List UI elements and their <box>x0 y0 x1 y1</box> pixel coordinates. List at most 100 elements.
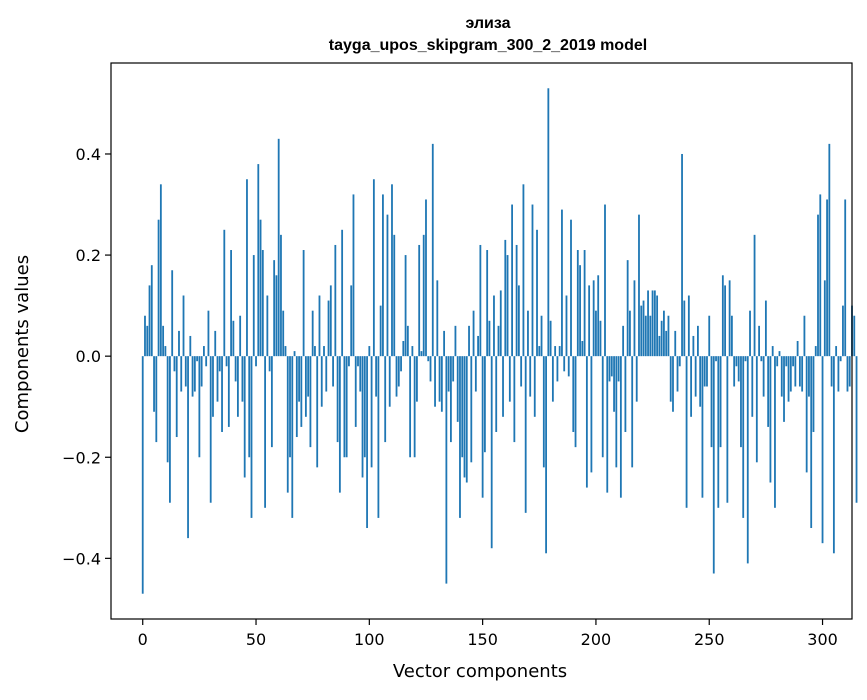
bar-47 <box>248 356 251 458</box>
bar-310 <box>844 199 847 357</box>
bar-163 <box>511 204 513 357</box>
bar-135 <box>447 356 450 392</box>
bar-259 <box>728 280 731 357</box>
y-axis-ticks: −0.4 −0.2 0.0 0.2 0.4 <box>62 145 111 568</box>
bar-236 <box>676 356 679 392</box>
bar-307 <box>837 356 840 392</box>
bar-63 <box>284 346 287 357</box>
bar-311 <box>846 356 849 392</box>
x-tick-label-0: 0 <box>138 630 148 649</box>
bar-15 <box>175 356 178 438</box>
bar-159 <box>502 356 504 417</box>
bar-49 <box>252 255 255 357</box>
bar-55 <box>266 295 269 357</box>
bar-146 <box>472 310 475 357</box>
bar-8 <box>159 184 162 357</box>
bar-114 <box>400 356 402 372</box>
bar-136 <box>450 356 452 443</box>
bar-266 <box>744 356 747 362</box>
bar-231 <box>665 330 668 357</box>
bar-269 <box>751 356 754 417</box>
bar-271 <box>755 356 758 463</box>
bar-224 <box>649 315 652 357</box>
x-tick-label-100: 100 <box>354 630 385 649</box>
bar-88 <box>341 229 344 357</box>
bar-200 <box>595 310 597 357</box>
bar-115 <box>402 341 405 357</box>
bar-61 <box>280 234 282 357</box>
bar-258 <box>726 356 729 503</box>
bar-2 <box>146 325 149 357</box>
bar-68 <box>295 356 298 438</box>
bar-157 <box>497 325 500 357</box>
bars-group <box>141 88 858 594</box>
bar-198 <box>590 356 593 473</box>
bar-276 <box>767 356 770 427</box>
bar-46 <box>246 179 248 357</box>
y-tick-label-0: −0.4 <box>62 549 101 568</box>
bar-127 <box>429 356 432 382</box>
x-axis-label: Vector components <box>393 661 567 682</box>
bar-204 <box>604 204 606 357</box>
bar-278 <box>771 346 774 357</box>
bar-295 <box>810 356 813 529</box>
bar-179 <box>547 88 550 357</box>
bar-52 <box>259 219 262 357</box>
bar-218 <box>635 356 638 402</box>
bar-192 <box>576 250 579 357</box>
bar-105 <box>379 305 382 357</box>
bar-110 <box>391 184 393 357</box>
bar-154 <box>490 356 493 549</box>
bar-14 <box>173 356 176 372</box>
bar-45 <box>243 356 246 478</box>
x-axis-ticks: 0 50 100 150 200 250 300 <box>138 619 838 649</box>
bar-261 <box>733 356 736 387</box>
bar-73 <box>307 356 310 397</box>
bar-164 <box>513 356 516 443</box>
bar-44 <box>241 356 244 402</box>
bar-69 <box>298 356 300 402</box>
bar-234 <box>672 356 674 412</box>
x-tick-label-50: 50 <box>246 630 266 649</box>
bar-37 <box>225 356 228 367</box>
bar-219 <box>638 214 640 357</box>
bar-308 <box>839 356 842 362</box>
bar-249 <box>706 356 708 387</box>
bar-229 <box>660 320 663 357</box>
bar-304 <box>830 356 833 387</box>
bar-215 <box>629 310 631 357</box>
bar-171 <box>529 356 532 397</box>
bar-306 <box>835 346 838 357</box>
bar-91 <box>348 356 350 367</box>
bar-178 <box>545 356 547 554</box>
bar-51 <box>257 164 260 357</box>
bar-72 <box>304 356 307 417</box>
bar-220 <box>640 305 643 357</box>
bar-40 <box>232 320 235 357</box>
bar-228 <box>658 335 661 357</box>
bar-293 <box>805 356 808 473</box>
bar-186 <box>563 356 566 372</box>
bar-62 <box>282 310 285 357</box>
bar-147 <box>474 356 477 392</box>
bar-240 <box>685 356 688 508</box>
bar-195 <box>583 250 586 357</box>
bar-139 <box>456 356 459 422</box>
bar-10 <box>164 346 167 357</box>
bar-29 <box>207 310 210 357</box>
bar-84 <box>332 356 334 387</box>
bar-143 <box>465 356 468 483</box>
bar-174 <box>536 229 538 357</box>
y-tick-label-4: 0.4 <box>76 145 101 164</box>
bar-150 <box>481 356 484 498</box>
bar-27 <box>203 346 205 357</box>
bar-131 <box>438 356 441 402</box>
bar-93 <box>352 194 355 357</box>
bar-92 <box>350 285 353 357</box>
bar-270 <box>753 234 756 357</box>
bar-19 <box>184 356 187 387</box>
y-tick-label-2: 0.0 <box>76 347 101 366</box>
bar-172 <box>531 204 534 357</box>
bar-20 <box>187 356 189 539</box>
